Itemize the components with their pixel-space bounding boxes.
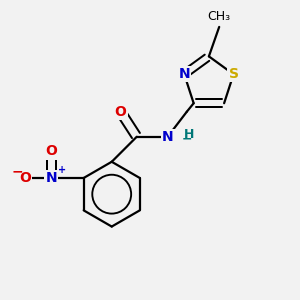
Text: N: N: [178, 67, 190, 81]
Text: O: O: [115, 105, 127, 119]
Text: N: N: [162, 130, 173, 144]
Text: −: −: [11, 164, 23, 178]
Text: −: −: [182, 132, 192, 145]
Text: CH₃: CH₃: [208, 10, 231, 22]
Text: N: N: [46, 171, 57, 185]
Text: O: O: [45, 145, 57, 158]
Text: O: O: [19, 171, 31, 185]
Text: H: H: [184, 128, 194, 141]
Text: +: +: [58, 165, 66, 175]
Text: S: S: [229, 67, 238, 81]
